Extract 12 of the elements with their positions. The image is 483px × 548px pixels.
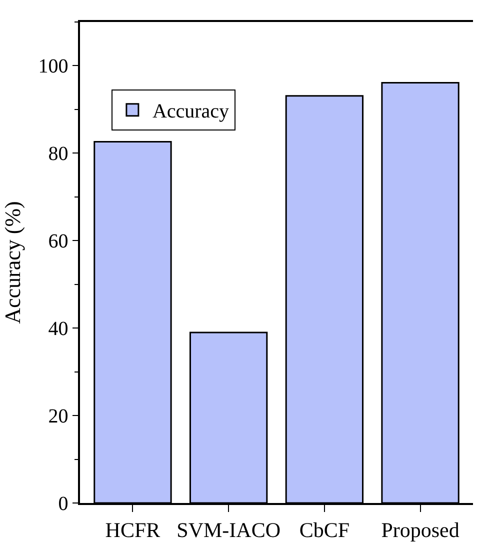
x-tick-label: HCFR <box>105 518 160 542</box>
x-tick-label: SVM-IACO <box>176 518 280 542</box>
y-tick-label: 60 <box>48 230 68 253</box>
legend-label: Accuracy <box>152 100 230 123</box>
x-tick-label: Proposed <box>381 518 460 542</box>
y-tick-label: 0 <box>58 493 68 515</box>
y-tick-label: 80 <box>48 143 68 166</box>
y-tick-label: 40 <box>48 318 68 340</box>
y-axis-title: Accuracy (%) <box>0 201 25 324</box>
y-tick-label: 100 <box>38 56 68 78</box>
x-tick-label: CbCF <box>299 518 350 542</box>
y-tick-label: 20 <box>48 406 68 428</box>
